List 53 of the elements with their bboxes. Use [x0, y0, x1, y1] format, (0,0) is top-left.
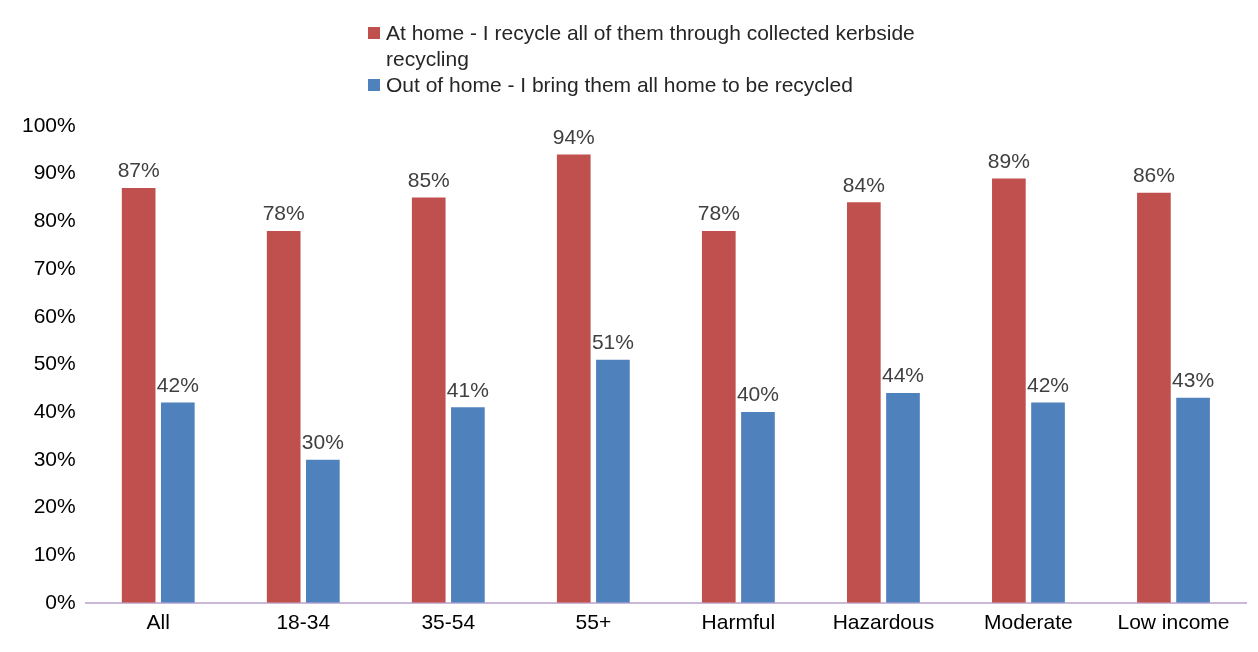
y-tick-label: 10% [33, 541, 76, 565]
y-tick-label: 30% [33, 446, 76, 470]
text: 89% [987, 148, 1030, 172]
y-tick-label: 80% [33, 208, 76, 232]
text: 94% [552, 124, 595, 148]
x-tick-label: 35-54 [421, 610, 476, 634]
bar [411, 197, 446, 603]
text: 41% [446, 377, 489, 401]
text: 78% [262, 201, 305, 225]
text: 51% [591, 329, 634, 353]
bar [556, 154, 591, 603]
bar [1031, 402, 1065, 603]
y-tick-label: 0% [45, 589, 76, 613]
bar [451, 407, 485, 603]
x-tick-label: Moderate [984, 610, 1073, 634]
y-tick-label: 50% [33, 351, 76, 375]
bar [121, 187, 156, 603]
y-tick-label: 70% [33, 255, 76, 279]
bar [741, 412, 775, 603]
legend-label: Out of home - I bring them all home to be recycled [386, 72, 854, 98]
bar [266, 230, 301, 603]
x-tick-label: 55+ [575, 610, 612, 634]
y-tick-label: 20% [33, 494, 76, 518]
y-tick-label: 100% [21, 112, 76, 136]
x-tick-label: Hazardous [832, 610, 935, 634]
bar [846, 202, 881, 603]
legend-label: At home - I recycle all of them through collected kerbside recycling [386, 20, 916, 72]
y-tick-label: 60% [33, 303, 76, 327]
text: 42% [1027, 372, 1070, 396]
bar [306, 459, 340, 603]
bar [992, 178, 1026, 603]
x-tick-label: Harmful [701, 610, 776, 634]
bar [1176, 397, 1210, 603]
x-tick-label: All [146, 610, 170, 634]
bar [160, 402, 195, 603]
y-tick-label: 90% [33, 160, 76, 184]
text: 86% [1132, 163, 1175, 187]
text: 42% [156, 372, 199, 396]
text: 78% [697, 201, 740, 225]
bar [596, 359, 630, 603]
text: 40% [736, 382, 779, 406]
x-tick-label: Low income [1117, 610, 1230, 634]
text: 87% [117, 158, 160, 182]
bar [1137, 192, 1171, 603]
y-tick-label: 40% [33, 398, 76, 422]
text: 30% [301, 430, 344, 454]
bar [701, 230, 736, 603]
text: 43% [1172, 368, 1215, 392]
text: 44% [881, 363, 924, 387]
text: 84% [842, 172, 885, 196]
x-tick-label: 18-34 [276, 610, 331, 634]
text: 85% [407, 167, 450, 191]
bar [886, 393, 920, 603]
